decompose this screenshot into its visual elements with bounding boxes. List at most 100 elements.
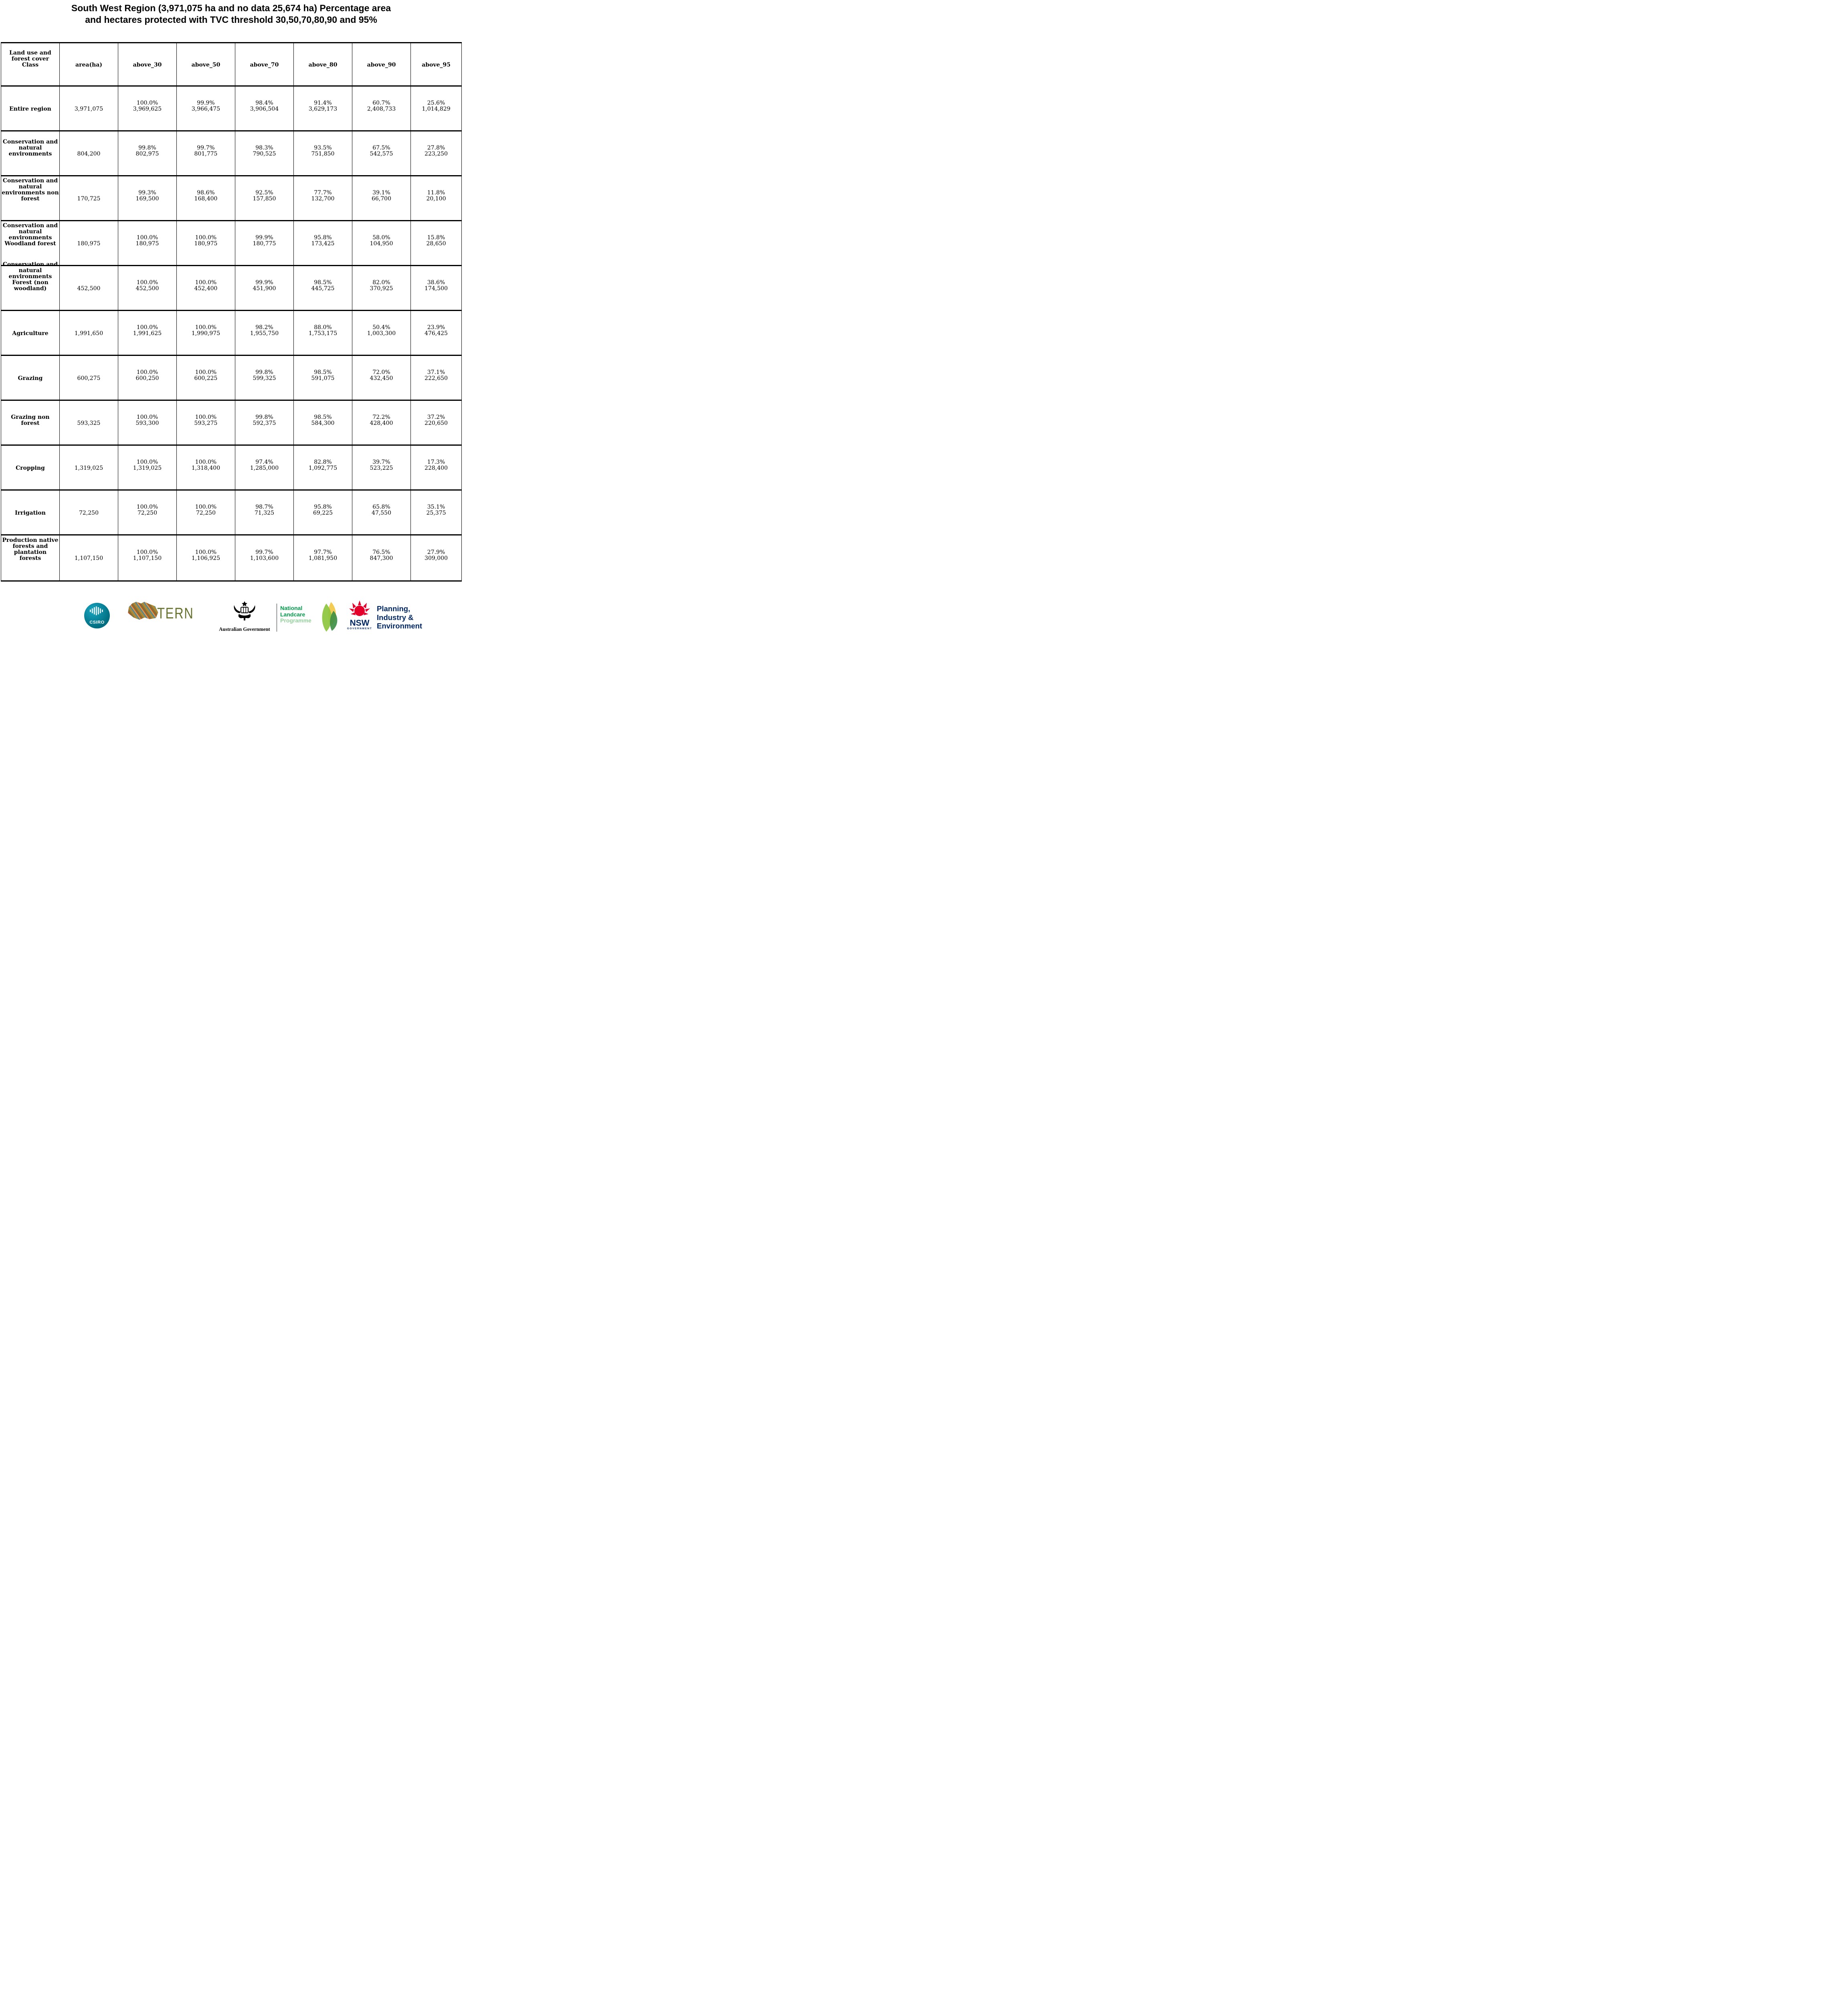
landcare-line1: National (280, 605, 303, 611)
australian-government-logo: Australian Government (216, 600, 273, 634)
cell-value: 37.1% 222,650 (425, 369, 448, 382)
cell-value: 100.0% 180,975 (135, 234, 159, 247)
cell-value: 100.0% 1,106,925 (191, 549, 220, 562)
threshold-cell: 72.2% 428,400 (352, 400, 411, 446)
threshold-cell: 100.0% 452,400 (176, 265, 235, 311)
cell-value: 100.0% 452,500 (135, 279, 159, 292)
table-row: Conservation and natural environments Fo… (1, 261, 462, 311)
cell-value: 72.0% 432,450 (370, 369, 393, 382)
threshold-cell: 95.8% 69,225 (293, 489, 352, 535)
header-cell-above-30: above_30 (118, 42, 177, 87)
threshold-cell: 67.5% 542,575 (352, 130, 411, 176)
cell-value: 99.7% 1,103,600 (250, 549, 279, 562)
cell-value: 593,325 (77, 420, 101, 426)
cell-value: 76.5% 847,300 (370, 549, 393, 562)
row-label: Cropping (16, 465, 45, 471)
row-label: Production native forests and plantation… (2, 537, 59, 562)
threshold-cell: 98.4% 3,906,504 (235, 85, 294, 131)
threshold-cell: 100.0% 1,319,025 (118, 444, 177, 491)
threshold-cell: 25.6% 1,014,829 (410, 85, 462, 131)
area-cell: 170,725 (59, 175, 118, 221)
report-page: South West Region (3,971,075 ha and no d… (0, 0, 462, 640)
row-label-cell: Conservation and natural environments no… (1, 175, 60, 221)
row-label: Grazing non forest (11, 414, 50, 426)
page-title: South West Region (3,971,075 ha and no d… (71, 3, 391, 25)
coat-of-arms-icon (232, 601, 257, 626)
tern-label: TERN (157, 605, 194, 622)
threshold-cell: 100.0% 452,500 (118, 265, 177, 311)
table-row: Irrigation 72,250 100.0% 72,250 100.0% 72,2… (1, 489, 462, 535)
threshold-cell: 99.8% 802,975 (118, 130, 177, 176)
threshold-cell: 99.9% 451,900 (235, 265, 294, 311)
csiro-logo: CSIRO (84, 603, 110, 628)
cell-value: 82.0% 370,925 (370, 279, 393, 292)
cell-value: 17.3% 228,400 (425, 459, 448, 471)
planning-line1: Planning, (377, 604, 410, 613)
cell-value: 100.0% 452,400 (194, 279, 218, 292)
cell-value: 97.4% 1,285,000 (250, 459, 279, 471)
threshold-cell: 95.8% 173,425 (293, 220, 352, 266)
cell-value: 100.0% 1,319,025 (133, 459, 162, 471)
threshold-cell: 27.8% 223,250 (410, 130, 462, 176)
planning-industry-environment-label: Planning, Industry & Environment (377, 604, 422, 630)
table-row: Agriculture 1,991,650 100.0% 1,991,625 100.… (1, 310, 462, 356)
cell-value: 93.5% 751,850 (311, 144, 335, 157)
table-row: Grazing non forest 593,325 100.0% 593,300 1… (1, 400, 462, 446)
planning-line3: Environment (377, 622, 423, 630)
threshold-cell: 99.9% 3,966,475 (176, 85, 235, 131)
csiro-wave-icon (84, 606, 110, 617)
table-row: Cropping 1,319,025 100.0% 1,319,025 100.0% … (1, 444, 462, 491)
area-cell: 452,500 (59, 265, 118, 311)
cell-value: 39.7% 523,225 (370, 459, 393, 471)
cell-value: 180,975 (77, 240, 101, 247)
row-label-cell: Conservation and natural environments Fo… (1, 261, 60, 311)
cell-value: 98.2% 1,955,750 (250, 324, 279, 337)
threshold-cell: 76.5% 847,300 (352, 534, 411, 582)
threshold-cell: 98.3% 790,525 (235, 130, 294, 176)
threshold-cell: 98.7% 71,325 (235, 489, 294, 535)
row-label-cell: Conservation and natural environments (1, 130, 60, 176)
row-label: Entire region (9, 105, 51, 112)
cell-value: 65.8% 47,550 (372, 503, 391, 516)
cell-value: 35.1% 25,375 (426, 503, 446, 516)
cell-value: 77.7% 132,700 (311, 189, 335, 202)
row-label-cell: Entire region (1, 85, 60, 131)
cell-value: 25.6% 1,014,829 (422, 99, 451, 112)
area-cell: 1,991,650 (59, 310, 118, 356)
cell-value: 100.0% 72,250 (136, 503, 158, 516)
threshold-cell: 27.9% 309,000 (410, 534, 462, 582)
cell-value: 99.9% 3,966,475 (191, 99, 220, 112)
threshold-cell: 100.0% 72,250 (118, 489, 177, 535)
area-cell: 1,107,150 (59, 534, 118, 582)
threshold-cell: 99.8% 599,325 (235, 355, 294, 401)
threshold-cell: 82.0% 370,925 (352, 265, 411, 311)
cell-value: 60.7% 2,408,733 (367, 99, 396, 112)
cell-value: 98.3% 790,525 (253, 144, 276, 157)
area-cell: 593,325 (59, 400, 118, 446)
threshold-cell: 100.0% 593,275 (176, 400, 235, 446)
threshold-cell: 37.2% 220,650 (410, 400, 462, 446)
planning-line2: Industry & (377, 613, 414, 622)
cell-value: 23.9% 476,425 (425, 324, 448, 337)
cell-value: 3,971,075 (74, 105, 103, 112)
cell-value: 100.0% 1,991,625 (133, 324, 162, 337)
cell-value: 100.0% 3,969,625 (133, 99, 162, 112)
threshold-cell: 100.0% 1,107,150 (118, 534, 177, 582)
cell-value: 38.6% 174,500 (425, 279, 448, 292)
threshold-cell: 98.5% 584,300 (293, 400, 352, 446)
cell-value: 99.7% 801,775 (194, 144, 218, 157)
cell-value: 98.5% 591,075 (311, 369, 335, 382)
cell-value: 98.5% 584,300 (311, 414, 335, 426)
cell-value: 600,275 (77, 375, 101, 382)
cell-value: 1,319,025 (74, 465, 103, 471)
threshold-cell: 100.0% 180,975 (176, 220, 235, 266)
header-cell-class: Land use and forest cover Class (1, 42, 60, 87)
cell-value: 98.5% 445,725 (311, 279, 335, 292)
row-label: Conservation and natural environments Fo… (2, 261, 58, 292)
waratah-icon (348, 600, 371, 620)
cell-value: 11.8% 20,100 (426, 189, 446, 202)
cell-value: 91.4% 3,629,173 (308, 99, 338, 112)
threshold-cell: 100.0% 1,990,975 (176, 310, 235, 356)
cell-value: 99.3% 169,500 (135, 189, 159, 202)
row-label-cell: Grazing (1, 355, 60, 401)
